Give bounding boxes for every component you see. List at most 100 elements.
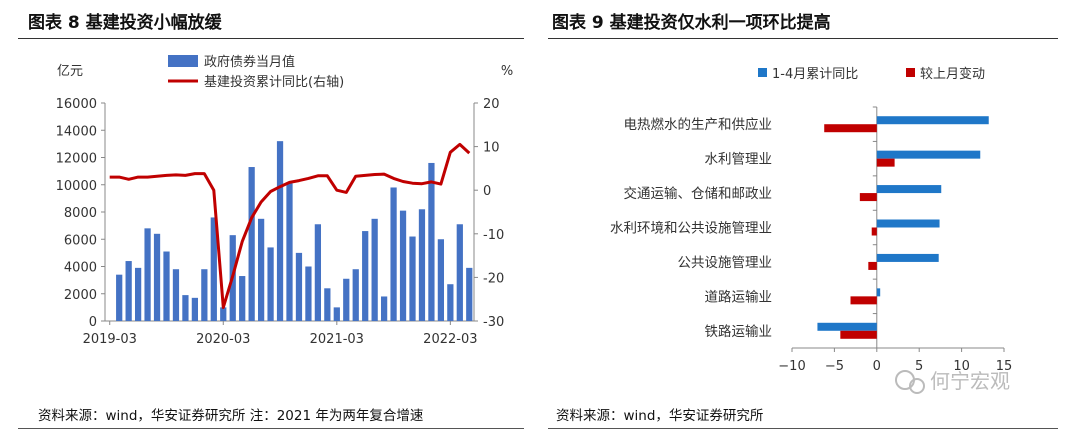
bar-gov-bond [248, 167, 255, 321]
bar-gov-bond [343, 278, 350, 321]
left-bottom-rule [18, 428, 524, 429]
left-unit-label: 亿元 [57, 64, 83, 79]
bar-gov-bond [182, 295, 189, 321]
legend-label-cumulative: 1-4月累计同比 [772, 67, 858, 82]
bar-gov-bond [305, 266, 312, 321]
bar-gov-bond [399, 210, 407, 321]
bar-gov-bond [276, 141, 284, 321]
bar-mom-change [871, 227, 877, 236]
left-source-note: 资料来源：wind，华安证券研究所 注：2021 年为两年复合增速 [38, 408, 424, 424]
bar-cumulative-yoy [876, 116, 989, 125]
left-y-tick-label: 0 [89, 315, 97, 330]
bar-gov-bond [456, 224, 463, 321]
category-label: 水利环境和公共设施管理业 [610, 221, 772, 237]
x-tick-label: −5 [825, 359, 844, 374]
x-tick-label: 10 [953, 359, 970, 374]
bar-gov-bond [257, 218, 265, 321]
bar-mom-change [824, 124, 877, 133]
right-unit-label: % [501, 64, 513, 79]
bar-gov-bond [220, 307, 227, 321]
bar-gov-bond [409, 236, 416, 321]
bar-gov-bond [125, 261, 132, 321]
right-bottom-rule [548, 428, 1058, 429]
watermark-text: 何宁宏观 [930, 369, 1010, 393]
bar-mom-change [859, 193, 877, 202]
x-tick-label: 2022-03 [423, 332, 477, 347]
x-tick-label: 0 [873, 359, 881, 374]
right-y-tick-label: -10 [483, 228, 504, 243]
bar-gov-bond [466, 267, 473, 321]
wechat-icon-bubble [909, 378, 925, 394]
legend-swatch-cumulative [758, 68, 767, 77]
bar-mom-change [868, 261, 877, 270]
bar-gov-bond [191, 297, 199, 321]
bar-gov-bond [144, 228, 151, 321]
left-figure-title: 图表 8 基建投资小幅放缓 [28, 13, 222, 33]
bar-gov-bond [134, 267, 142, 321]
bar-gov-bond [267, 247, 274, 321]
bar-gov-bond [314, 224, 322, 321]
x-tick-label: −10 [778, 359, 805, 374]
right-title-rule [548, 38, 1058, 39]
bar-cumulative-yoy [876, 288, 881, 297]
right-y-tick-label: 10 [483, 141, 500, 156]
bar-gov-bond [418, 209, 426, 321]
left-y-tick-label: 10000 [56, 179, 97, 194]
bar-cumulative-yoy [817, 322, 877, 331]
bar-gov-bond [239, 276, 246, 321]
legend-swatch-change [906, 68, 915, 77]
left-figure: 图表 8 基建投资小幅放缓 亿元% 0 2000 4000 6000 8000 10000 1… [18, 13, 524, 429]
bar-gov-bond [295, 252, 303, 321]
left-y-tick-label: 2000 [64, 288, 97, 303]
right-chart: 电热燃水的生产和供应业水利管理业交通运输、仓储和邮政业水利环境和公共设施管理业公… [610, 66, 1013, 394]
bar-gov-bond [362, 231, 369, 321]
bar-gov-bond [153, 233, 161, 321]
category-label: 公共设施管理业 [678, 255, 773, 271]
right-figure: 图表 9 基建投资仅水利一项环比提高 电热燃水的生产和供应业 水利管理业 交通运输、… [540, 0, 1080, 437]
bar-gov-bond [390, 187, 397, 321]
bar-gov-bond [116, 274, 123, 321]
bar-mom-change [850, 296, 877, 305]
x-tick-label: 2021-03 [310, 332, 364, 347]
x-tick-label: 5 [915, 359, 923, 374]
bar-gov-bond [324, 288, 331, 321]
bar-mom-change [876, 158, 895, 167]
legend-label-line: 基建投资累计同比(右轴) [204, 74, 344, 90]
left-y-tick-label: 16000 [56, 97, 97, 112]
bar-gov-bond [163, 251, 170, 321]
bar-gov-bond [352, 269, 359, 321]
bar-cumulative-yoy [876, 185, 942, 194]
category-label: 道路运输业 [705, 289, 773, 305]
category-label: 铁路运输业 [705, 324, 773, 340]
left-y-tick-label: 6000 [64, 233, 97, 248]
right-y-tick-label: 20 [483, 97, 500, 112]
watermark: 何宁宏观 [895, 369, 1010, 394]
right-y-tick-label: 0 [483, 184, 491, 199]
bar-gov-bond [201, 269, 208, 321]
left-chart: 亿元 % 0 2000 4000 6000 8000 10000 12000 14000 16000… [56, 54, 514, 347]
bar-gov-bond [333, 307, 340, 321]
left-y-tick-label: 14000 [56, 124, 97, 139]
category-label: 水利管理业 [705, 152, 773, 168]
left-y-tick-label: 4000 [64, 261, 97, 276]
bar-cumulative-yoy [876, 219, 940, 228]
right-source-note: 资料来源：wind，华安证券研究所 [556, 408, 764, 424]
bar-gov-bond [371, 218, 378, 321]
right-figure-title: 图表 9 基建投资仅水利一项环比提高 [552, 13, 831, 33]
bar-gov-bond [447, 284, 454, 321]
wechat-icon [895, 370, 915, 390]
line-infra-yoy [109, 142, 471, 309]
bar-mom-change [840, 330, 877, 339]
left-y-tick-label: 12000 [56, 152, 97, 167]
bar-gov-bond [286, 183, 293, 321]
legend-label-bars: 政府债券当月值 [204, 54, 295, 70]
bar-gov-bond [428, 162, 435, 321]
category-label: 电热燃水的生产和供应业 [624, 116, 773, 133]
legend-swatch-bars [168, 55, 198, 67]
x-tick-label: 15 [996, 359, 1013, 374]
left-y-tick-label: 8000 [64, 206, 97, 221]
right-y-tick-label: -30 [483, 315, 504, 330]
bar-gov-bond [380, 296, 388, 321]
bar-gov-bond [172, 269, 180, 321]
right-y-tick-label: -20 [483, 271, 504, 286]
